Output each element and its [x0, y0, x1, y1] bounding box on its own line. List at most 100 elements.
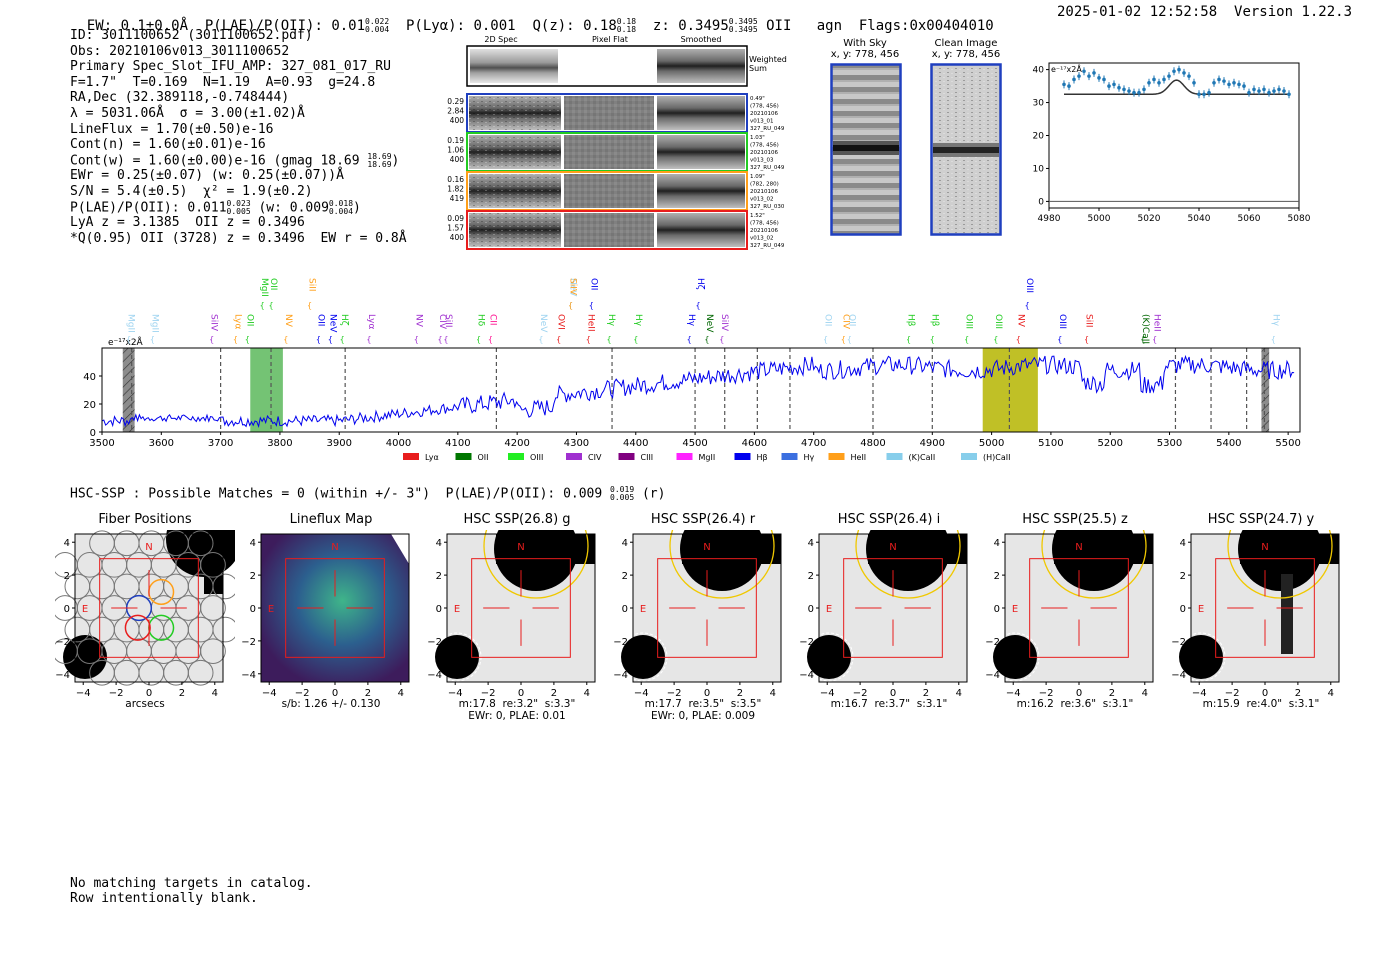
spectrum-line-brace: {: [1025, 301, 1030, 310]
companion-source: [993, 635, 1037, 679]
spectrum-line-label: HeII: [1152, 314, 1162, 332]
spectrum-line-brace: {: [607, 335, 612, 344]
hsc-summary-lo: 0.005: [610, 493, 635, 502]
cutout-right-label: v013_02: [750, 236, 774, 242]
panel-xtick-label: −2: [667, 688, 682, 699]
spectrum-line-brace: {: [633, 335, 638, 344]
spectrum-line-brace: {: [340, 335, 345, 344]
spectrum-xtick-label: 5400: [1216, 438, 1241, 449]
north-label: N: [1261, 542, 1268, 553]
spectrum-line-label: Hγ: [606, 314, 616, 327]
panel-xtick-label: 4: [1328, 688, 1334, 699]
hsc-summary-tail: (r): [641, 486, 666, 502]
cutout-2dspec-noise: [469, 213, 561, 247]
bleed-trail: [1281, 574, 1293, 654]
spectrum-legend-label: Hβ: [757, 453, 768, 462]
cutout-left-label: 1.06: [447, 146, 464, 155]
panel-xtick-label: 0: [704, 688, 710, 699]
zoom-data-point: [1117, 85, 1121, 90]
cutout-header-2dspec: 2D Spec: [484, 35, 517, 44]
spectrum-line-label: Hβ: [929, 314, 939, 327]
spectrum-line-brace: {: [556, 335, 561, 344]
header-z-hi: 0.3495: [728, 17, 758, 26]
panel-ytick-label: −4: [985, 670, 1000, 681]
lineflux-map: [261, 534, 409, 682]
spectrum-ytick-label: 0: [90, 428, 96, 439]
panel-ytick-label: 2: [622, 571, 628, 582]
panel-caption: m:17.7 re:3.5" s:3.5" EWr: 0, PLAE: 0.009: [623, 698, 783, 722]
cutout-right-label: 20210106: [750, 111, 778, 117]
catalog-ellipse: [1041, 530, 1147, 599]
info-contw-lo: 18.69: [367, 159, 392, 169]
panel-caption-line: m:16.2 re:3.6" s:3.1": [1016, 698, 1134, 710]
spectrum-line-brace: {: [1084, 335, 1089, 344]
info-contw-row: Cont(w) = 1.60(±0.00)e-16 (gmag 18.69 18…: [70, 152, 407, 169]
panel-caption: m:17.8 re:3.2" s:3.3" EWr: 0, PLAE: 0.01: [437, 698, 597, 722]
zoom-data-point: [1247, 90, 1251, 95]
spectrum-line-brace: {: [283, 335, 288, 344]
panel-ytick-label: −2: [427, 637, 442, 648]
north-label: N: [889, 542, 896, 553]
fiber-circle: [212, 616, 235, 643]
east-label: E: [1012, 604, 1018, 615]
info-plae: P(LAE)/P(OII): 0.011: [70, 200, 227, 216]
spectrum-line-label: Lyα: [232, 314, 242, 330]
spectrum-line-label: NV: [283, 314, 293, 328]
panel-caption-line: EWr: 0, PLAE: 0.009: [650, 710, 756, 722]
header-qz-hi: 0.18: [616, 17, 637, 26]
fiber-circle: [200, 595, 226, 621]
panel-ytick-label: −2: [1171, 637, 1186, 648]
bright-source-edge: [682, 534, 781, 564]
spectrum-units-label: e⁻¹⁷x2Å: [108, 336, 144, 348]
zoom-data-point: [1137, 90, 1141, 95]
zoom-data-point: [1112, 82, 1116, 87]
hsc-summary-text: HSC-SSP : Possible Matches = 0 (within +…: [70, 486, 603, 502]
spectrum-xtick-label: 3500: [89, 438, 114, 449]
spectrum-xtick-label: 5200: [1097, 438, 1122, 449]
spectrum-line-brace: {: [316, 335, 321, 344]
info-q95: *Q(0.95) OII (3728) z = 0.3496 EW r = 0.…: [70, 230, 407, 246]
spectrum-legend-swatch: [618, 453, 635, 460]
cutout-2dspec-noise: [469, 174, 561, 208]
spectrum-line-label: MgII: [259, 278, 269, 297]
north-label: N: [331, 542, 338, 553]
spectrum-line-brace: {: [568, 301, 573, 310]
panel-xtick-label: 0: [518, 688, 524, 699]
info-plae-hi: 0.023: [226, 198, 251, 208]
panel-image: N E −4 −4 −2 −2 0 0 2 2 4 4: [985, 530, 1154, 699]
panel-caption: s/b: 1.26 +/- 0.130: [251, 698, 411, 710]
spectrum-legend-label: (K)CaII: [909, 453, 936, 462]
panel-xtick-label: −2: [295, 688, 310, 699]
spectrum-line-label: CIV: [840, 314, 850, 330]
spectrum-line-brace: {: [841, 335, 846, 344]
summary-header: EW: 0.1±0.0Å P(LAE)/P(OII): 0.01 0.022 0.0…: [70, 2, 994, 35]
zoom-xtick-label: 5020: [1138, 214, 1161, 224]
cutout-2dspec-noise: [469, 96, 561, 130]
cutout-left-label: 1.57: [447, 224, 464, 233]
spectrum-xtick-label: 4100: [445, 438, 470, 449]
panel-caption-line: EWr: 0, PLAE: 0.01: [468, 710, 566, 722]
spectrum-line-brace: {: [964, 335, 969, 344]
info-ewr: EWr = 0.25(±0.07) (w: 0.25(±0.07))Å: [70, 168, 344, 184]
header-ew: EW: 0.1±0.0Å: [86, 18, 189, 34]
spectrum-line-label: OII: [268, 278, 278, 290]
panel-title: HSC SSP(25.5) z: [1022, 512, 1128, 527]
spectrum-line-brace: {: [823, 335, 828, 344]
panel-ytick-label: 4: [1180, 538, 1186, 549]
spectrum-line-brace: {: [126, 335, 131, 344]
zoom-data-point: [1222, 79, 1226, 83]
spectrum-ytick-label: 20: [83, 400, 96, 411]
panel-ytick-label: −2: [241, 637, 256, 648]
panel-xtick-label: 4: [212, 688, 218, 699]
fiber-circle: [187, 530, 214, 557]
spectrum-legend-swatch: [566, 453, 582, 460]
cutout-left-label: 0.16: [447, 175, 464, 184]
spectrum-xtick-label: 4600: [742, 438, 767, 449]
zoom-data-point: [1237, 82, 1241, 87]
cutout-pixelflat: [564, 213, 654, 247]
panel-ytick-label: −4: [241, 670, 256, 681]
north-label: N: [703, 542, 710, 553]
panel-ytick-label: 2: [994, 571, 1000, 582]
spectrum-line-brace: {: [993, 335, 998, 344]
panel-title: HSC SSP(26.4) i: [837, 512, 941, 527]
